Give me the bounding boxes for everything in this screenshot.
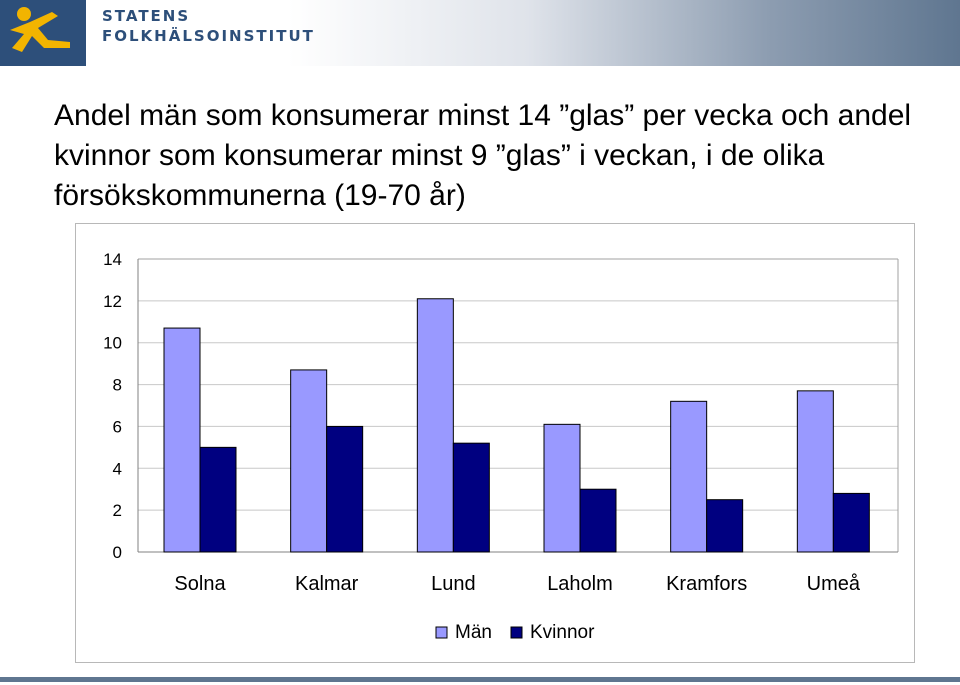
x-tick-label: Kalmar [295, 573, 359, 595]
x-tick-label: Lund [431, 573, 476, 595]
y-tick-label: 4 [113, 459, 122, 478]
bar-man [670, 400, 708, 553]
bar-man [543, 423, 581, 553]
bar-man [163, 327, 201, 553]
y-tick-label: 10 [103, 334, 122, 353]
footer-divider [0, 677, 960, 682]
bar-chart: 0 2 4 6 8 10 12 14 Solna Kalmar Lund Laholm Kramfors… [103, 250, 899, 643]
bar-kvinnor [832, 492, 870, 553]
y-tick-label: 12 [103, 292, 122, 311]
bar-kvinnor [706, 499, 744, 553]
bar-man [796, 390, 834, 553]
y-tick-label: 8 [113, 376, 122, 395]
legend-swatch [510, 626, 523, 639]
x-tick-label: Kramfors [666, 573, 747, 595]
chart-frame: 0 2 4 6 8 10 12 14 Solna Kalmar Lund Laholm Kramfors… [75, 223, 915, 663]
bar-kvinnor [452, 442, 490, 553]
org-name-line1: STATENS [102, 7, 191, 25]
running-figure-icon [10, 7, 70, 52]
bar-man [416, 298, 454, 553]
y-tick-label: 0 [113, 543, 122, 562]
org-name-line2: FOLKHÄLSOINSTITUT [102, 27, 315, 45]
legend-label: Män [455, 622, 492, 643]
y-tick-label: 2 [113, 501, 122, 520]
x-tick-label: Laholm [547, 573, 613, 595]
bar-kvinnor [579, 488, 617, 553]
bar-kvinnor [199, 446, 237, 553]
y-tick-label: 6 [113, 417, 122, 436]
y-tick-label: 14 [103, 250, 122, 269]
legend-swatch [435, 626, 448, 639]
x-tick-label: Umeå [807, 573, 861, 595]
legend-label: Kvinnor [530, 622, 595, 643]
header-banner: STATENS FOLKHÄLSOINSTITUT [0, 0, 960, 66]
bar-kvinnor [326, 425, 364, 553]
logo [0, 0, 86, 66]
org-name: STATENS FOLKHÄLSOINSTITUT [102, 6, 315, 46]
bar-man [290, 369, 328, 553]
chart-title: Andel män som konsumerar minst 14 ”glas”… [54, 99, 912, 212]
x-tick-label: Solna [174, 573, 226, 595]
